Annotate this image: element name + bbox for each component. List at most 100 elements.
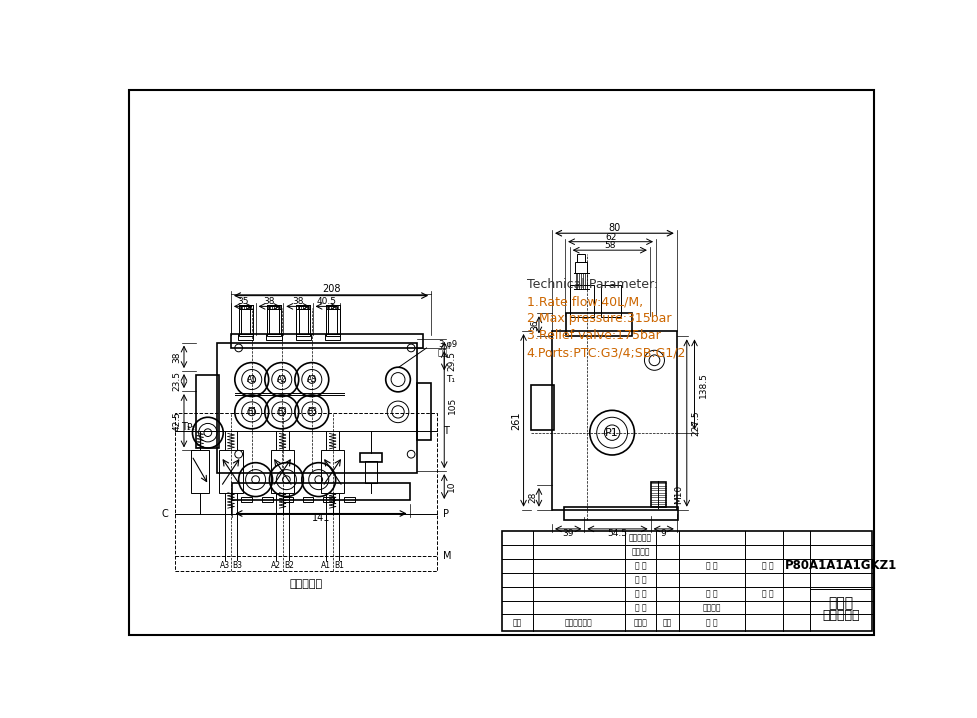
Text: B2: B2 [276, 407, 286, 416]
Text: 80: 80 [608, 223, 619, 233]
Text: A2: A2 [271, 561, 281, 569]
Text: 更改人: 更改人 [633, 618, 647, 628]
Text: 138.5: 138.5 [699, 372, 707, 398]
Text: 图样标记: 图样标记 [701, 603, 720, 612]
Text: B3: B3 [307, 407, 317, 416]
Text: A3: A3 [307, 375, 317, 384]
Bar [320, 450, 344, 493]
Text: 多路阀: 多路阀 [828, 596, 853, 610]
Text: 标准化检查: 标准化检查 [628, 533, 652, 543]
Text: 标记: 标记 [512, 618, 522, 628]
Bar [364, 461, 377, 482]
Text: 外型尺寸图: 外型尺寸图 [822, 610, 859, 623]
Bar [574, 262, 587, 274]
Text: 54.5: 54.5 [607, 529, 627, 538]
Text: 40.5: 40.5 [317, 297, 336, 307]
Text: M: M [443, 551, 450, 561]
Text: 描 图: 描 图 [634, 575, 646, 584]
Bar [417, 383, 431, 440]
Bar [324, 334, 340, 340]
Text: 38: 38 [264, 297, 275, 307]
Bar [231, 334, 423, 348]
Text: B2: B2 [283, 561, 293, 569]
Text: B1: B1 [333, 561, 343, 569]
Text: 2.Max pressure:315bar: 2.Max pressure:315bar [526, 312, 670, 325]
Text: 3-φ9: 3-φ9 [438, 340, 456, 350]
Text: 261: 261 [511, 411, 521, 429]
Bar [296, 305, 310, 335]
Bar [233, 483, 409, 500]
Text: P₂: P₂ [187, 423, 195, 432]
Text: 208: 208 [321, 284, 340, 294]
Text: P80A1A1A1GKZ1: P80A1A1A1GKZ1 [784, 559, 896, 572]
Text: 9: 9 [660, 529, 666, 538]
Bar [360, 452, 381, 462]
Bar [217, 342, 417, 473]
Bar [266, 334, 281, 340]
Bar [325, 305, 339, 335]
Text: 38: 38 [292, 297, 304, 307]
Bar [576, 254, 584, 262]
Text: Technical Parameter:: Technical Parameter: [526, 279, 658, 292]
Text: 28: 28 [528, 492, 536, 503]
Bar [600, 285, 620, 317]
Bar [650, 482, 665, 507]
Text: 227.5: 227.5 [691, 411, 700, 437]
Text: P1: P1 [605, 428, 618, 438]
Bar [191, 450, 209, 493]
Bar [240, 497, 251, 502]
Bar [175, 414, 436, 572]
Text: 58: 58 [604, 241, 615, 250]
Text: 审 批: 审 批 [704, 618, 716, 628]
Text: 工艺检查: 工艺检查 [631, 548, 649, 556]
Text: A1: A1 [246, 375, 257, 384]
Text: 3.Relief valve:175bar: 3.Relief valve:175bar [526, 329, 659, 342]
Text: 10: 10 [447, 481, 456, 493]
Bar [323, 497, 334, 502]
Bar [302, 497, 313, 502]
Bar [267, 305, 280, 335]
Bar [501, 531, 871, 631]
Bar [219, 450, 242, 493]
Bar [240, 307, 250, 334]
Text: 141: 141 [312, 513, 330, 523]
Text: 62: 62 [604, 233, 616, 241]
Text: A1: A1 [321, 561, 331, 569]
Text: C: C [161, 509, 168, 519]
Text: 更改内容概要: 更改内容概要 [565, 618, 592, 628]
Bar [344, 497, 355, 502]
Text: 38: 38 [172, 351, 182, 363]
Bar [551, 331, 676, 510]
Text: 日期: 日期 [662, 618, 671, 628]
Text: T: T [443, 426, 448, 436]
Bar [566, 313, 631, 337]
Bar [270, 307, 278, 334]
Bar [563, 507, 677, 520]
Text: 制 图: 制 图 [634, 589, 646, 598]
Bar [531, 385, 554, 429]
Text: 105: 105 [447, 396, 457, 414]
Text: A3: A3 [220, 561, 230, 569]
Text: P: P [443, 509, 448, 519]
Text: 液压原理图: 液压原理图 [289, 579, 321, 589]
Text: 设 计: 设 计 [634, 603, 646, 612]
Text: 29.5: 29.5 [447, 351, 456, 371]
Text: 35: 35 [237, 297, 249, 307]
Bar [327, 307, 337, 334]
Text: 校 对: 校 对 [634, 561, 646, 570]
Bar [196, 375, 219, 448]
Text: B1: B1 [246, 407, 256, 416]
Bar [295, 334, 311, 340]
Text: 共 计: 共 计 [704, 561, 716, 570]
Text: 重 量: 重 量 [704, 589, 716, 598]
Text: T₁: T₁ [446, 375, 454, 384]
Text: 23.5: 23.5 [172, 371, 182, 391]
Text: B3: B3 [232, 561, 242, 569]
Text: 通孔: 通孔 [438, 348, 447, 357]
Bar [262, 497, 273, 502]
Bar [282, 497, 293, 502]
Bar [570, 285, 594, 317]
Text: M10: M10 [674, 485, 683, 504]
Text: A2: A2 [276, 375, 286, 384]
Bar [238, 305, 252, 335]
